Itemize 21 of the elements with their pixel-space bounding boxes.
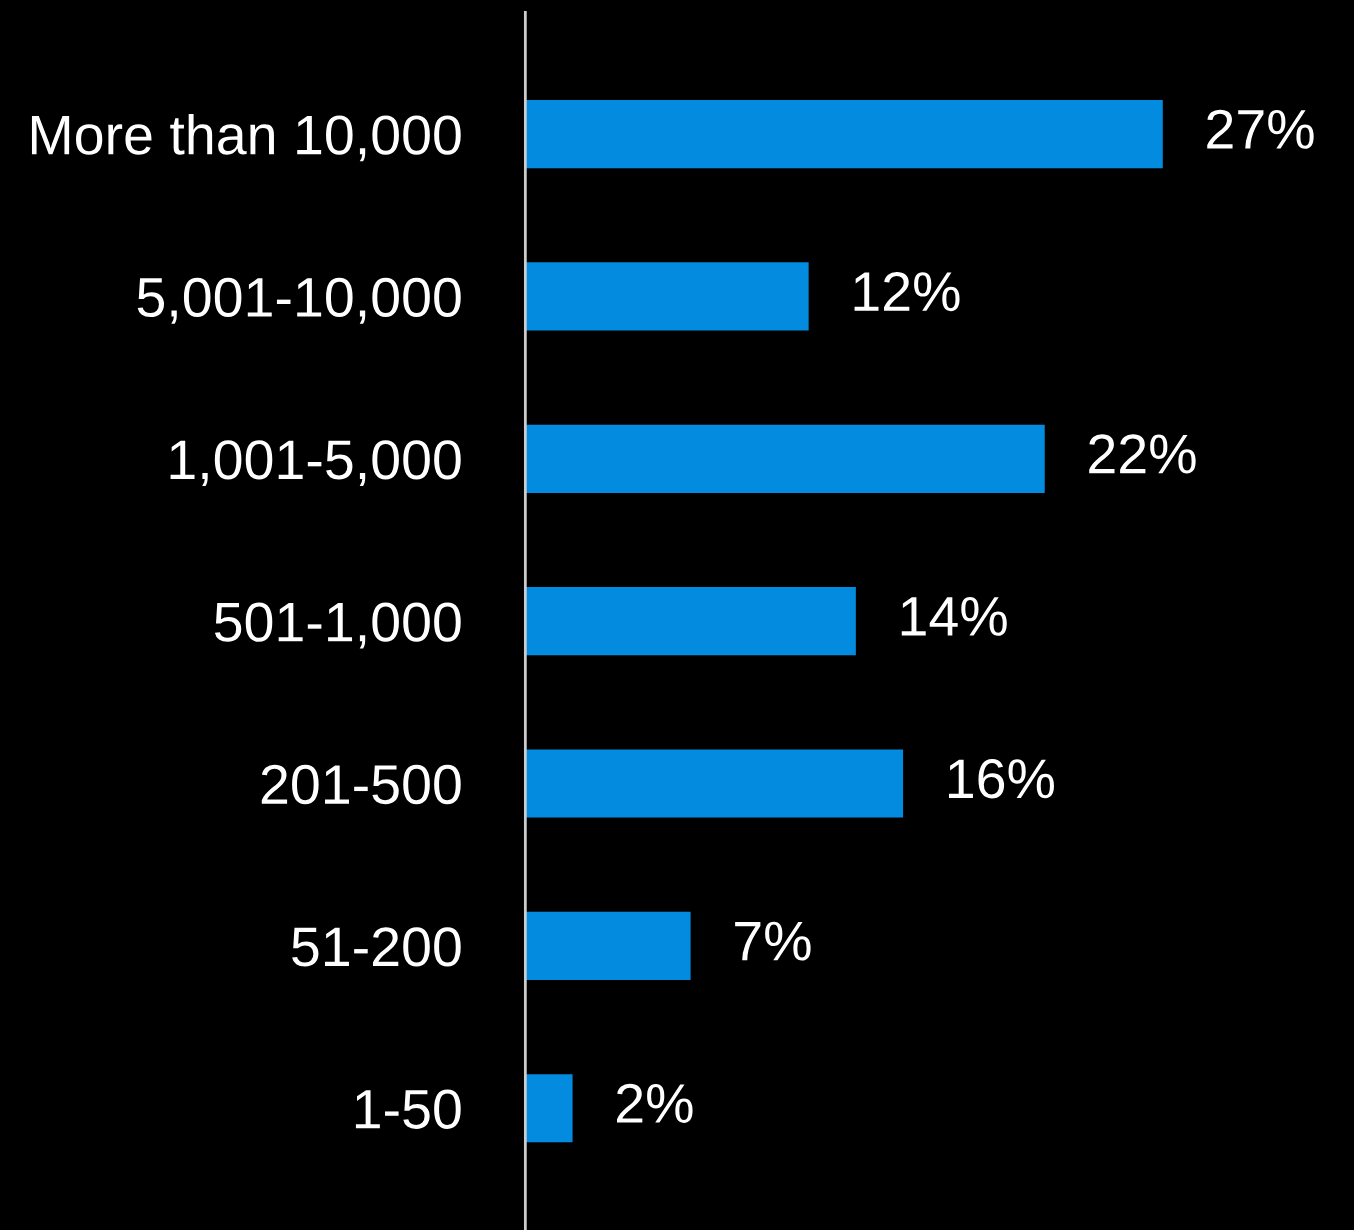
data-label: 14% bbox=[901, 596, 1007, 636]
data-label: 12% bbox=[854, 272, 960, 312]
y-tick-label: 201-500 bbox=[261, 764, 461, 805]
bar bbox=[525, 587, 856, 656]
bar bbox=[525, 99, 1163, 169]
data-label: 2% bbox=[617, 1083, 693, 1123]
y-tick-label: 501-1,000 bbox=[214, 602, 461, 649]
y-tick-label: 1-50 bbox=[355, 1089, 461, 1129]
y-tick-label: 1,001-5,000 bbox=[170, 440, 461, 487]
y-tick-label: 5,001-10,000 bbox=[137, 277, 461, 324]
bar bbox=[525, 262, 809, 331]
bar bbox=[525, 911, 691, 980]
data-label: 27% bbox=[1207, 109, 1314, 149]
data-label: 22% bbox=[1089, 434, 1196, 474]
bar bbox=[525, 1074, 573, 1143]
data-label: 7% bbox=[735, 921, 811, 961]
y-tick-label: More than 10,000 bbox=[31, 113, 461, 162]
bar bbox=[525, 749, 904, 818]
bar bbox=[525, 424, 1045, 493]
data-label: 16% bbox=[948, 759, 1054, 799]
y-tick-label: 51-200 bbox=[292, 927, 461, 967]
